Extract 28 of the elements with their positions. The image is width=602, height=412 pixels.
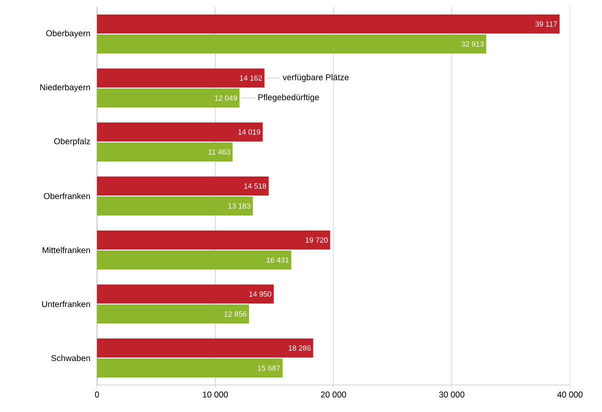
x-tick-label: 30 000 [439,392,464,398]
bar [97,142,233,162]
x-tick-label: 10 000 [202,392,228,398]
y-tick-label: Oberpfalz [54,138,90,146]
bar [97,88,240,108]
y-tick-label: Oberbayern [46,30,90,38]
text: Pflegebedürftige [258,94,319,102]
bar [97,196,253,216]
bar [97,68,264,88]
bar [97,284,274,304]
x-tick-label: 0 [94,392,100,398]
y-tick-label: Niederbayern [40,84,90,92]
bar [97,122,263,142]
x-tick-label: 40 000 [557,392,583,398]
bar [97,304,250,324]
y-tick-label: Schwaben [51,354,90,362]
bar [97,14,560,34]
bar [97,338,314,358]
x-tick-label: 20 000 [320,392,346,398]
bar [97,358,282,378]
bar [97,34,486,54]
bar [97,230,330,250]
bar [97,250,292,270]
y-tick-label: Unterfranken [42,300,90,308]
text: verfügbare Plätze [282,74,349,82]
y-tick-label: Mittelfranken [42,246,90,254]
y-tick-label: Oberfranken [44,192,90,200]
bar [97,176,269,196]
